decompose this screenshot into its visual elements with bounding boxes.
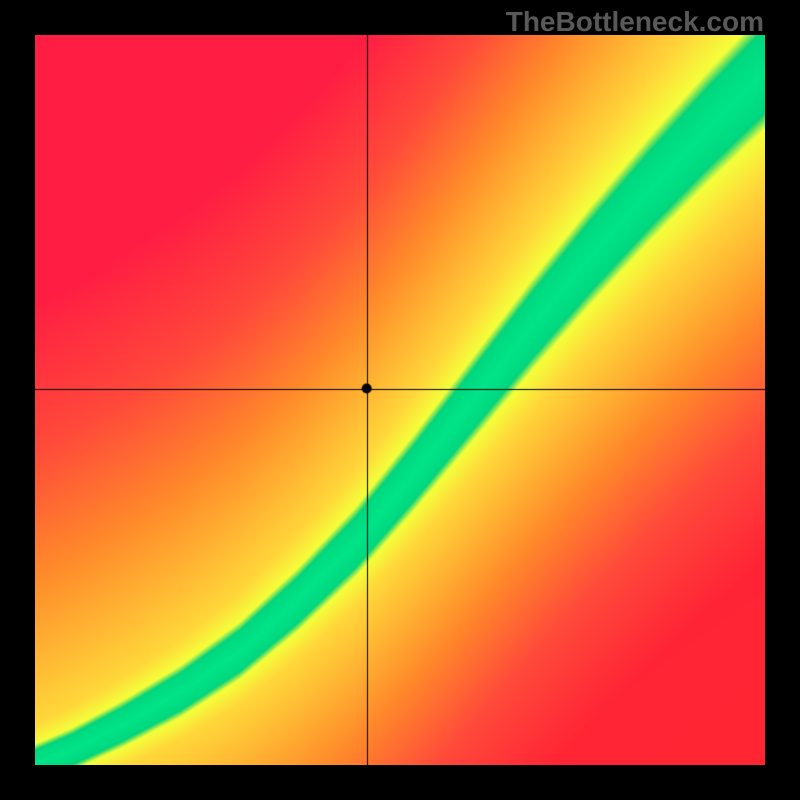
heatmap-plot — [35, 35, 765, 765]
chart-frame: TheBottleneck.com — [0, 0, 800, 800]
watermark-text: TheBottleneck.com — [506, 6, 764, 38]
heatmap-canvas — [35, 35, 765, 765]
